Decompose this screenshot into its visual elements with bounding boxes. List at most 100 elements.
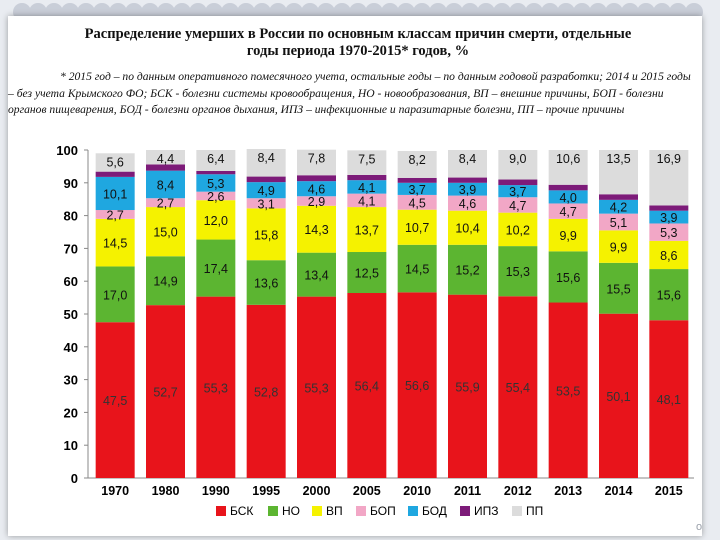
bar-segment-БОД xyxy=(347,180,387,194)
bar-segment-НО xyxy=(599,262,638,314)
bar-segment-НО xyxy=(146,256,185,306)
bar-segment-ВП xyxy=(448,210,487,245)
data-label: 10,7 xyxy=(405,221,429,235)
bar-segment-БОП xyxy=(347,193,387,208)
bar-segment-ИПЗ xyxy=(146,164,185,171)
data-label: 6,4 xyxy=(207,152,224,166)
data-label: 15,2 xyxy=(455,264,479,278)
bar-segment-БСК xyxy=(498,296,538,478)
slide: Распределение умерших в России по основн… xyxy=(8,16,702,536)
footnote: * 2015 год – по данным оперативного поме… xyxy=(8,70,691,116)
data-label: 9,9 xyxy=(559,229,576,243)
bar-segment-ПП xyxy=(548,150,588,185)
data-label: 47,5 xyxy=(103,394,127,408)
bar-segment-ИПЗ xyxy=(649,205,689,211)
bar-segment-ПП xyxy=(347,150,387,175)
bar-segment-ИПЗ xyxy=(246,176,286,183)
data-label: 52,8 xyxy=(254,385,278,399)
bar-segment-ВП xyxy=(95,218,135,267)
data-label: 14,5 xyxy=(405,263,429,277)
data-label: 56,6 xyxy=(405,379,429,393)
bar-segment-ИПЗ xyxy=(599,194,638,200)
x-tick-label: 1995 xyxy=(252,484,280,498)
bar-segment-БОД xyxy=(448,182,487,196)
data-label: 10,4 xyxy=(455,222,479,236)
bar-segment-ИПЗ xyxy=(95,171,135,177)
data-label: 2,7 xyxy=(106,208,123,222)
bar-segment-БОД xyxy=(397,182,437,195)
bar-segment-БСК xyxy=(347,293,387,478)
data-label: 8,4 xyxy=(459,152,476,166)
data-label: 8,4 xyxy=(257,151,274,165)
data-label: 15,8 xyxy=(254,228,278,242)
legend-swatch-ИПЗ xyxy=(460,506,470,516)
bar-segment-НО xyxy=(297,252,336,297)
bar-segment-ПП xyxy=(448,150,487,178)
data-label: 4,2 xyxy=(610,201,627,215)
title-line-2: годы периода 1970-2015* годов, % xyxy=(246,43,470,59)
legend-swatch-ПП xyxy=(512,506,522,516)
bar-segment-БОД xyxy=(548,190,588,204)
x-tick-label: 1990 xyxy=(202,484,230,498)
data-label: 4,1 xyxy=(358,181,375,195)
data-label: 10,2 xyxy=(506,223,530,237)
bar-segment-ПП xyxy=(146,150,185,165)
data-label: 17,4 xyxy=(204,262,228,276)
y-tick-label: 50 xyxy=(64,307,78,322)
bar-segment-БОП xyxy=(297,196,336,206)
bar-segment-НО xyxy=(649,269,689,321)
bar-segment-ВП xyxy=(599,230,638,263)
data-label: 13,4 xyxy=(304,269,328,283)
legend-swatch-ВП xyxy=(312,506,322,516)
data-label: 15,6 xyxy=(657,289,681,303)
bar-segment-ИПЗ xyxy=(347,174,387,181)
legend-label: БОП xyxy=(370,504,396,518)
bar-segment-ПП xyxy=(297,149,336,176)
y-tick-label: 90 xyxy=(64,176,78,191)
bar-segment-БСК xyxy=(548,302,588,478)
bar-segment-БОП xyxy=(498,197,538,213)
bar-segment-ПП xyxy=(196,150,236,171)
y-tick-label: 10 xyxy=(64,438,78,453)
data-label: 55,3 xyxy=(304,381,328,395)
data-label: 14,9 xyxy=(153,275,177,289)
bar-segment-БСК xyxy=(599,313,638,478)
data-label: 4,9 xyxy=(257,184,274,198)
chart-title: Распределение умерших в России по основн… xyxy=(48,26,668,60)
legend-label: ИПЗ xyxy=(474,504,499,518)
x-tick-label: 2013 xyxy=(554,484,582,498)
data-label: 2,9 xyxy=(308,195,325,209)
data-label: 3,9 xyxy=(660,211,677,225)
data-label: 53,5 xyxy=(556,384,580,398)
bar-segment-ПП xyxy=(498,150,538,180)
data-label: 55,3 xyxy=(204,381,228,395)
legend-label: ВП xyxy=(326,504,343,518)
bar-segment-ИПЗ xyxy=(196,170,236,175)
data-label: 50,1 xyxy=(606,390,630,404)
data-label: 3,1 xyxy=(257,197,274,211)
bar-segment-ИПЗ xyxy=(297,175,336,182)
legend-label: БОД xyxy=(422,504,447,518)
bar-segment-ВП xyxy=(498,212,538,247)
data-label: 4,7 xyxy=(559,205,576,219)
bar-segment-БСК xyxy=(448,294,487,478)
x-tick-label: 2012 xyxy=(504,484,532,498)
x-tick-label: 2015 xyxy=(655,484,683,498)
data-label: 12,5 xyxy=(355,267,379,281)
x-tick-label: 1980 xyxy=(152,484,180,498)
bar-segment-БОД xyxy=(95,176,135,211)
data-label: 16,9 xyxy=(657,152,681,166)
bar-segment-НО xyxy=(448,244,487,295)
bar-segment-ПП xyxy=(95,153,135,172)
data-label: 3,7 xyxy=(408,183,425,197)
bar-segment-БОП xyxy=(649,223,689,241)
data-label: 14,3 xyxy=(304,223,328,237)
data-label: 4,7 xyxy=(509,199,526,213)
bar-segment-ПП xyxy=(246,149,286,177)
bar-segment-БОП xyxy=(397,194,437,210)
y-tick-label: 100 xyxy=(56,143,78,158)
stacked-bar-chart: 0 10 20 30 40 50 60 70 80 90 100 47,5 17,0 14,5 2,7 10,… xyxy=(56,143,702,533)
y-tick-label: 60 xyxy=(64,274,78,289)
bar-segment-БОД xyxy=(599,199,638,214)
bar-segment-БСК xyxy=(246,304,286,478)
